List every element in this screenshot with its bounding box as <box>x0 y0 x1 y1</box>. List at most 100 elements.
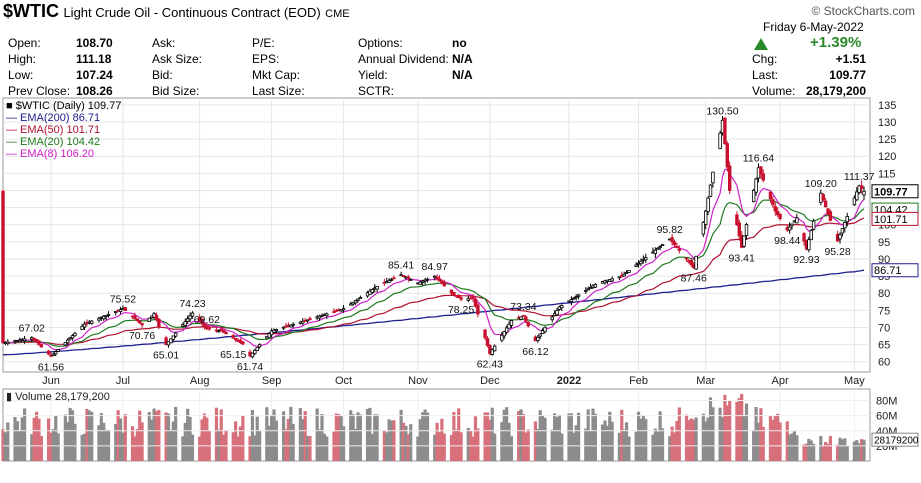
volume-bar <box>399 409 403 461</box>
candle-body <box>634 264 638 267</box>
candle-body <box>809 229 813 241</box>
quote-label: Last Size: <box>252 84 305 98</box>
candle-body <box>790 223 794 226</box>
brand-watermark[interactable]: © StockCharts.com <box>811 4 915 18</box>
price-annotation: 78.25 <box>448 304 474 316</box>
volume-bar <box>653 428 657 461</box>
volume-bar <box>22 408 27 461</box>
quote-value: N/A <box>452 52 473 66</box>
candle-body <box>507 323 511 329</box>
volume-bar <box>70 410 75 461</box>
quote-label: Mkt Cap: <box>252 68 301 82</box>
volume-bar <box>788 434 792 461</box>
volume-bar <box>34 411 39 461</box>
volume-bar <box>315 408 319 461</box>
candle-body <box>560 305 564 309</box>
volume-bar <box>826 443 830 461</box>
volume-bar <box>819 436 823 461</box>
candle-body <box>852 197 857 206</box>
volume-bar <box>689 418 693 461</box>
volume-bar <box>812 443 816 461</box>
candle-body <box>207 327 211 330</box>
candle-body <box>341 308 346 311</box>
volume-bar <box>687 419 691 461</box>
volume-bar <box>711 407 715 461</box>
candle-body <box>118 309 123 312</box>
volume-bar <box>740 393 744 461</box>
candle-body <box>200 319 204 324</box>
candle-body <box>488 344 492 354</box>
volume-bar <box>370 434 374 461</box>
volume-bar <box>102 422 106 461</box>
volume-tick-label: 60M <box>876 411 897 423</box>
price-tag-box <box>871 263 919 278</box>
volume-bar <box>15 421 19 461</box>
candle-body <box>610 278 614 282</box>
quote-label: Low: <box>8 68 34 82</box>
volume-bar <box>804 443 809 461</box>
volume-bar <box>437 432 442 461</box>
volume-bar <box>785 421 789 461</box>
candle-body <box>135 318 140 322</box>
candle-body <box>639 260 643 265</box>
candle-body <box>485 338 490 346</box>
candle-body <box>185 318 190 323</box>
chart-title: $WTIC Light Crude Oil - Continuous Contr… <box>3 1 350 22</box>
volume-bar <box>452 412 456 461</box>
candle-body <box>742 235 746 247</box>
volume-bar <box>574 425 578 461</box>
candle-body <box>456 295 461 299</box>
x-tick-label: Sep <box>262 375 282 387</box>
volume-bar <box>636 411 641 461</box>
volume-bar <box>644 419 648 461</box>
candle-body <box>593 284 598 288</box>
volume-bar <box>538 410 542 461</box>
volume-bar <box>421 412 425 461</box>
candle-body <box>267 333 271 338</box>
candle-body <box>862 190 866 196</box>
candle-body <box>670 237 674 243</box>
volume-bar <box>73 423 77 461</box>
candle-body <box>536 336 540 341</box>
candle-body <box>183 321 187 326</box>
volume-bar <box>668 436 672 461</box>
up-arrow-icon <box>754 38 768 50</box>
volume-bar <box>524 432 528 461</box>
quote-label: Ask Size: <box>152 52 203 66</box>
volume-bar <box>171 421 175 461</box>
candle-body <box>73 332 77 337</box>
candle-body <box>423 279 427 282</box>
candle-body <box>660 244 665 247</box>
volume-bar <box>519 409 523 461</box>
candle-body <box>768 191 773 200</box>
volume-bar <box>68 407 72 461</box>
x-tick-label: Nov <box>408 375 428 387</box>
candle-body <box>711 171 715 184</box>
volume-bar <box>725 405 729 461</box>
price-annotation: 92.93 <box>793 254 819 266</box>
volume-bar <box>457 408 461 461</box>
volume-bar <box>317 429 322 461</box>
volume-bar <box>291 423 295 461</box>
candle-body <box>555 309 559 316</box>
volume-bar <box>560 433 564 461</box>
volume-bar <box>200 419 204 461</box>
volume-bar <box>536 428 540 461</box>
volume-bar <box>308 435 312 461</box>
volume-bar <box>164 412 168 461</box>
volume-bar <box>186 408 190 461</box>
volume-bar <box>620 409 624 461</box>
candle-body <box>828 211 833 221</box>
candle-body <box>550 316 554 321</box>
volume-bar <box>90 411 94 461</box>
x-tick-label: Dec <box>480 375 500 387</box>
candle-body <box>569 299 574 302</box>
candle-body <box>349 303 353 306</box>
y-tick-label: 130 <box>878 117 896 129</box>
candle-body <box>526 321 530 327</box>
volume-bar <box>708 397 713 461</box>
volume-bar <box>368 407 372 461</box>
last-value: 109.77 <box>829 68 866 82</box>
volume-bar <box>610 421 614 461</box>
